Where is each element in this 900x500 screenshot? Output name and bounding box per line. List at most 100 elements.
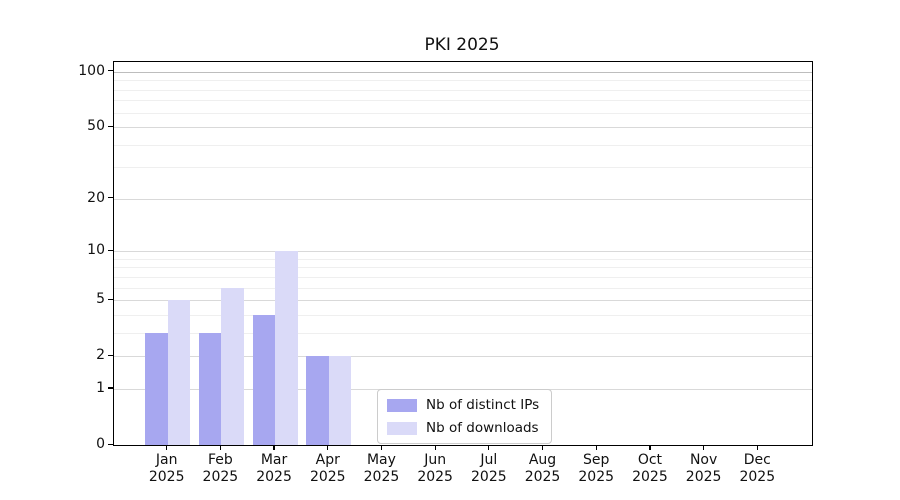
x-tick-month: Sep xyxy=(583,452,610,468)
y-tick-mark xyxy=(108,125,113,127)
legend-label-distinct-ips: Nb of distinct IPs xyxy=(426,397,540,413)
y-tick-mark xyxy=(108,443,113,445)
y-tick-mark xyxy=(108,354,113,356)
minor-gridline xyxy=(114,112,812,114)
minor-gridline xyxy=(114,89,812,91)
x-tick-month: Jan xyxy=(155,452,178,468)
bar-feb-distinct-ips xyxy=(198,332,222,445)
x-tick-label: May 2025 xyxy=(349,452,413,486)
x-tick-year: 2025 xyxy=(632,469,668,485)
x-tick-year: 2025 xyxy=(417,469,453,485)
x-tick-label: Dec 2025 xyxy=(725,452,789,486)
x-tick-mark xyxy=(219,445,221,450)
bar-jan-distinct-ips xyxy=(145,332,168,445)
x-tick-mark xyxy=(649,445,651,450)
minor-gridline xyxy=(114,144,812,146)
y-tick-mark xyxy=(108,197,113,199)
y-tick-mark xyxy=(108,387,113,389)
x-tick-month: Jul xyxy=(480,452,498,468)
x-tick-month: Aug xyxy=(528,452,557,468)
major-gridline xyxy=(114,251,812,253)
bar-jan-downloads xyxy=(167,300,191,445)
x-tick-mark xyxy=(541,445,544,450)
x-tick-mark xyxy=(756,445,758,450)
y-tick-label: 5 xyxy=(96,291,105,308)
legend-swatch-downloads xyxy=(387,421,417,435)
x-tick-year: 2025 xyxy=(685,469,722,485)
x-tick-month: Mar xyxy=(260,452,288,468)
minor-gridline xyxy=(114,267,812,269)
legend-entry-downloads: Nb of downloads xyxy=(387,420,539,436)
x-tick-year: 2025 xyxy=(309,469,346,485)
minor-gridline xyxy=(114,276,812,278)
bar-feb-downloads xyxy=(221,287,244,445)
x-tick-month: May xyxy=(366,452,396,468)
y-tick-label: 0 xyxy=(96,436,105,452)
y-tick-label: 10 xyxy=(87,242,105,259)
minor-gridline xyxy=(114,314,812,316)
x-tick-label: Feb 2025 xyxy=(188,452,252,486)
x-tick-month: Apr xyxy=(315,452,340,468)
bar-apr-downloads xyxy=(328,356,352,445)
y-tick-mark xyxy=(108,298,113,300)
x-tick-label: Aug 2025 xyxy=(511,452,575,486)
x-tick-label: Mar 2025 xyxy=(242,452,306,486)
x-tick-label: Sep 2025 xyxy=(564,452,628,486)
y-tick-label: 50 xyxy=(87,118,105,135)
major-gridline xyxy=(114,300,812,302)
x-tick-month: Dec xyxy=(743,452,771,468)
x-tick-month: Nov xyxy=(689,452,718,468)
x-tick-mark xyxy=(488,445,490,450)
minor-gridline xyxy=(114,80,812,82)
x-tick-year: 2025 xyxy=(363,469,400,485)
major-gridline xyxy=(114,71,812,73)
x-tick-mark xyxy=(327,445,329,450)
x-tick-label: Jan 2025 xyxy=(135,452,199,486)
x-tick-month: Jun xyxy=(424,452,447,468)
y-tick-label: 20 xyxy=(87,189,105,206)
x-tick-label: Nov 2025 xyxy=(672,452,736,486)
major-gridline xyxy=(114,198,812,200)
x-tick-year: 2025 xyxy=(524,469,561,485)
bar-mar-distinct-ips xyxy=(252,314,276,445)
major-gridline xyxy=(114,356,812,358)
x-tick-mark xyxy=(703,445,705,450)
x-tick-month: Feb xyxy=(207,452,233,468)
y-tick-label: 100 xyxy=(78,62,105,79)
bar-mar-downloads xyxy=(275,251,298,445)
legend: Nb of distinct IPs Nb of downloads xyxy=(377,389,553,444)
x-tick-label: Jun 2025 xyxy=(403,452,467,486)
x-tick-label: Jul 2025 xyxy=(457,452,521,486)
y-tick-mark xyxy=(108,70,113,72)
x-tick-year: 2025 xyxy=(471,469,507,485)
y-tick-label: 1 xyxy=(96,379,105,396)
x-tick-label: Oct 2025 xyxy=(618,452,682,486)
minor-gridline xyxy=(114,167,812,169)
minor-gridline xyxy=(114,258,812,260)
y-tick-mark xyxy=(108,249,113,251)
x-tick-mark xyxy=(434,445,436,450)
x-tick-year: 2025 xyxy=(202,469,239,485)
x-tick-mark xyxy=(166,445,168,450)
legend-label-downloads: Nb of downloads xyxy=(426,420,539,436)
minor-gridline xyxy=(114,100,812,102)
x-tick-label: Apr 2025 xyxy=(296,452,360,486)
legend-entry-distinct-ips: Nb of distinct IPs xyxy=(387,397,539,413)
x-tick-month: Oct xyxy=(637,452,663,468)
x-tick-mark xyxy=(380,445,383,450)
x-tick-mark xyxy=(595,445,597,450)
chart-title: PKI 2025 xyxy=(424,35,500,55)
plot-area xyxy=(113,61,813,446)
x-tick-year: 2025 xyxy=(148,469,185,485)
bar-apr-distinct-ips xyxy=(306,356,329,445)
y-tick-label: 2 xyxy=(96,347,105,364)
legend-swatch-distinct-ips xyxy=(387,398,417,412)
minor-gridline xyxy=(114,287,812,289)
x-tick-year: 2025 xyxy=(739,469,776,485)
x-tick-mark xyxy=(273,445,275,450)
major-gridline xyxy=(114,127,812,129)
x-tick-year: 2025 xyxy=(578,469,615,485)
minor-gridline xyxy=(114,332,812,334)
x-tick-year: 2025 xyxy=(256,469,292,485)
